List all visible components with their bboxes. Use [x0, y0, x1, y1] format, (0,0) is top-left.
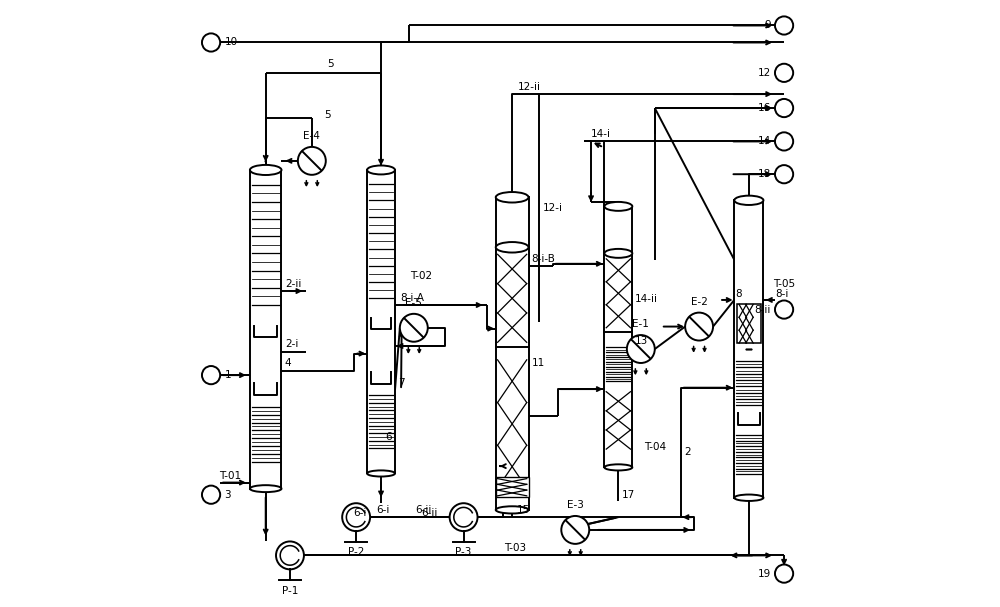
- Text: 6-ii: 6-ii: [421, 508, 437, 518]
- Ellipse shape: [496, 192, 529, 203]
- Text: 6-i: 6-i: [376, 505, 390, 515]
- Ellipse shape: [250, 485, 281, 492]
- Text: 12-i: 12-i: [542, 203, 562, 213]
- Text: 2: 2: [685, 447, 691, 458]
- Text: 14-ii: 14-ii: [635, 294, 658, 305]
- Text: 8: 8: [735, 289, 742, 299]
- Circle shape: [775, 565, 793, 583]
- Circle shape: [450, 503, 478, 531]
- Circle shape: [775, 132, 793, 151]
- Bar: [604, 253, 632, 331]
- Bar: [496, 197, 529, 510]
- Bar: [604, 206, 632, 467]
- Text: E-5: E-5: [405, 298, 422, 308]
- Text: T-02: T-02: [410, 271, 432, 281]
- Ellipse shape: [496, 242, 529, 253]
- Text: 19: 19: [757, 569, 771, 578]
- Text: 6-i: 6-i: [354, 508, 367, 518]
- Text: 5: 5: [327, 59, 334, 69]
- Ellipse shape: [734, 495, 763, 501]
- Circle shape: [775, 300, 793, 319]
- Text: 17: 17: [622, 490, 635, 500]
- Text: 11: 11: [532, 358, 545, 368]
- Text: P-2: P-2: [348, 548, 364, 557]
- Circle shape: [202, 33, 220, 52]
- Text: 9: 9: [764, 21, 771, 30]
- Text: 8-i: 8-i: [776, 289, 789, 299]
- Text: 12: 12: [757, 68, 771, 78]
- Text: E-2: E-2: [691, 297, 708, 307]
- Circle shape: [276, 541, 304, 569]
- Text: 6-ii: 6-ii: [415, 505, 431, 515]
- Bar: [496, 247, 529, 347]
- Circle shape: [202, 366, 220, 384]
- Bar: [737, 304, 761, 343]
- Text: P-3: P-3: [455, 548, 472, 557]
- Bar: [734, 200, 763, 498]
- Text: 5: 5: [324, 110, 331, 120]
- Ellipse shape: [367, 470, 395, 476]
- Circle shape: [400, 314, 428, 342]
- Ellipse shape: [604, 202, 632, 211]
- Circle shape: [685, 313, 713, 341]
- Circle shape: [342, 503, 370, 531]
- Circle shape: [298, 147, 326, 175]
- Text: 8-ii: 8-ii: [754, 305, 771, 314]
- Text: 12-ii: 12-ii: [518, 82, 541, 92]
- Text: 10: 10: [224, 38, 238, 47]
- Text: T-04: T-04: [644, 441, 666, 452]
- Text: 14-i: 14-i: [591, 129, 611, 139]
- Ellipse shape: [496, 506, 529, 514]
- Text: 6: 6: [385, 432, 392, 442]
- Text: 7: 7: [398, 378, 405, 388]
- Bar: [250, 170, 281, 489]
- Text: 2-ii: 2-ii: [285, 279, 301, 289]
- Text: 13: 13: [635, 336, 648, 347]
- Ellipse shape: [604, 464, 632, 470]
- Bar: [367, 170, 395, 473]
- Ellipse shape: [250, 165, 281, 175]
- Text: 8-i-A: 8-i-A: [400, 293, 424, 303]
- Circle shape: [202, 486, 220, 504]
- Text: 4: 4: [285, 359, 291, 368]
- Circle shape: [775, 16, 793, 35]
- Circle shape: [775, 99, 793, 117]
- Text: 8-i-B: 8-i-B: [532, 254, 555, 264]
- Text: T-05: T-05: [773, 279, 795, 288]
- Ellipse shape: [604, 249, 632, 258]
- Text: 16: 16: [757, 103, 771, 113]
- Ellipse shape: [734, 195, 763, 205]
- Text: 14: 14: [757, 137, 771, 146]
- Text: E-3: E-3: [567, 500, 584, 510]
- Circle shape: [775, 165, 793, 183]
- Text: 15: 15: [517, 505, 530, 515]
- Text: E-4: E-4: [303, 131, 320, 141]
- Circle shape: [561, 516, 589, 544]
- Text: 3: 3: [224, 490, 231, 500]
- Text: E-1: E-1: [632, 319, 649, 329]
- Text: T-01: T-01: [219, 472, 242, 481]
- Ellipse shape: [367, 166, 395, 174]
- Text: 18: 18: [757, 169, 771, 179]
- Text: 1: 1: [224, 370, 231, 380]
- Bar: [496, 477, 529, 497]
- Text: 2-i: 2-i: [285, 339, 298, 349]
- Text: P-1: P-1: [282, 586, 298, 595]
- Circle shape: [775, 64, 793, 82]
- Circle shape: [627, 335, 655, 363]
- Text: T-03: T-03: [504, 543, 526, 553]
